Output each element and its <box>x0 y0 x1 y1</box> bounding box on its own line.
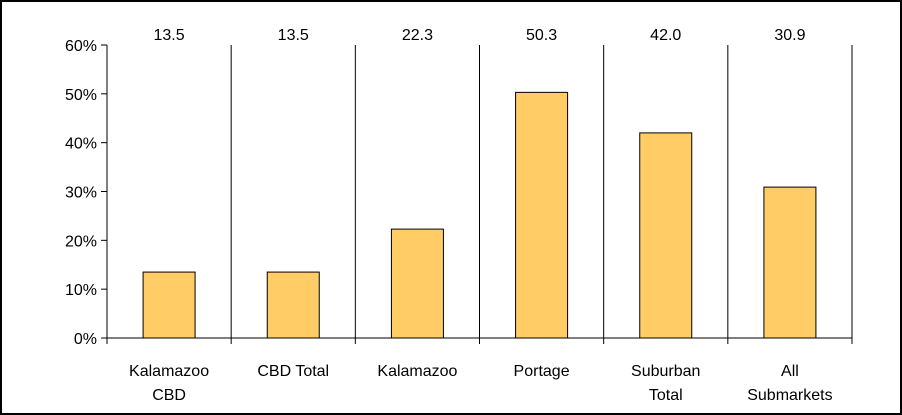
value-labels: 13.5 13.5 22.3 50.3 42.0 30.9 <box>154 27 806 44</box>
y-tick-label: 10% <box>65 282 97 299</box>
value-label: 13.5 <box>154 27 185 44</box>
value-label: 50.3 <box>526 27 557 44</box>
category-separators <box>230 45 853 338</box>
bar <box>390 228 444 339</box>
bar <box>266 271 320 339</box>
value-label: 42.0 <box>650 27 681 44</box>
value-label: 30.9 <box>774 27 805 44</box>
bar <box>142 271 196 339</box>
x-tick-label: Suburban Total <box>631 363 700 404</box>
x-tick-label: Kalamazoo CBD <box>129 363 209 404</box>
x-tick-label: Kalamazoo <box>377 363 457 380</box>
y-tick-label: 50% <box>65 87 97 104</box>
bar <box>763 186 817 339</box>
y-tick-label: 20% <box>65 233 97 250</box>
y-tick-label: 60% <box>65 38 97 55</box>
x-tick-labels: Kalamazoo CBD CBD Total Kalamazoo Portage Sub… <box>129 363 833 404</box>
value-label: 22.3 <box>402 27 433 44</box>
y-tick-label: 40% <box>65 136 97 153</box>
bar <box>515 91 569 339</box>
value-label: 13.5 <box>278 27 309 44</box>
axes <box>101 44 853 344</box>
y-tick-label: 0% <box>74 331 97 348</box>
y-tick-label: 30% <box>65 185 97 202</box>
x-tick-label: CBD Total <box>257 363 329 380</box>
y-tick-labels: 0% 10% 20% 30% 40% 50% 60% <box>65 38 97 348</box>
x-tick-label: All Submarkets <box>747 363 832 404</box>
bar <box>639 132 693 339</box>
bars <box>142 91 817 339</box>
x-tick-label: Portage <box>514 363 570 380</box>
